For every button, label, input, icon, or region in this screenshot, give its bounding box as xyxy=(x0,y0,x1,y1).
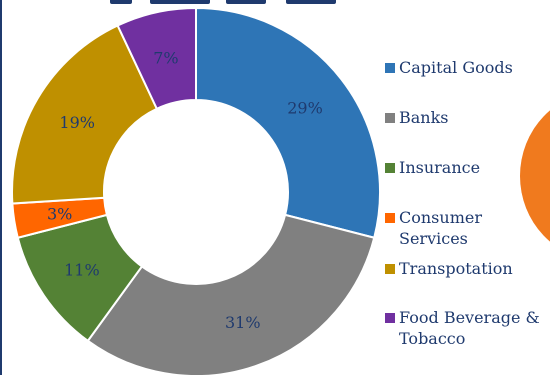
legend-item-consumer-services: Consumer Services xyxy=(385,207,550,249)
chart-legend: Capital Goods Banks Insurance Consumer S… xyxy=(385,0,550,375)
legend-swatch-food-beverage-tobacco xyxy=(385,313,395,323)
legend-swatch-insurance xyxy=(385,163,395,173)
data-label-capital-goods: 29% xyxy=(287,98,323,117)
slide-left-border xyxy=(0,0,2,375)
data-label-transpotation: 19% xyxy=(59,113,95,132)
clipped-slide-title xyxy=(110,0,340,6)
legend-swatch-consumer-services xyxy=(385,213,395,223)
data-label-consumer-services: 3% xyxy=(47,205,72,224)
donut-chart: 29% 31% 11% 3% 19% 7% xyxy=(11,6,381,375)
legend-label-transpotation: Transpotation xyxy=(399,259,513,278)
legend-label-insurance: Insurance xyxy=(399,158,481,177)
donut-slice-banks xyxy=(86,213,376,375)
legend-label-capital-goods: Capital Goods xyxy=(399,58,513,77)
legend-label-food-beverage-tobacco: Food Beverage & Tobacco xyxy=(399,308,540,348)
legend-item-transpotation: Transpotation xyxy=(385,258,550,279)
donut-slice-transpotation xyxy=(11,24,159,205)
data-label-insurance: 11% xyxy=(64,261,100,280)
legend-item-banks: Banks xyxy=(385,107,550,128)
legend-label-consumer-services: Consumer Services xyxy=(399,208,482,248)
donut-slice-food-beverage-tobacco xyxy=(116,6,197,111)
donut-slice-capital-goods xyxy=(195,6,381,239)
legend-item-insurance: Insurance xyxy=(385,157,550,178)
legend-item-food-beverage-tobacco: Food Beverage & Tobacco xyxy=(385,307,550,349)
data-label-banks: 31% xyxy=(225,313,261,332)
data-label-food-beverage-tobacco: 7% xyxy=(153,48,178,67)
legend-swatch-capital-goods xyxy=(385,63,395,73)
legend-swatch-banks xyxy=(385,113,395,123)
legend-label-banks: Banks xyxy=(399,108,449,127)
legend-swatch-transpotation xyxy=(385,264,395,274)
legend-item-capital-goods: Capital Goods xyxy=(385,57,550,78)
